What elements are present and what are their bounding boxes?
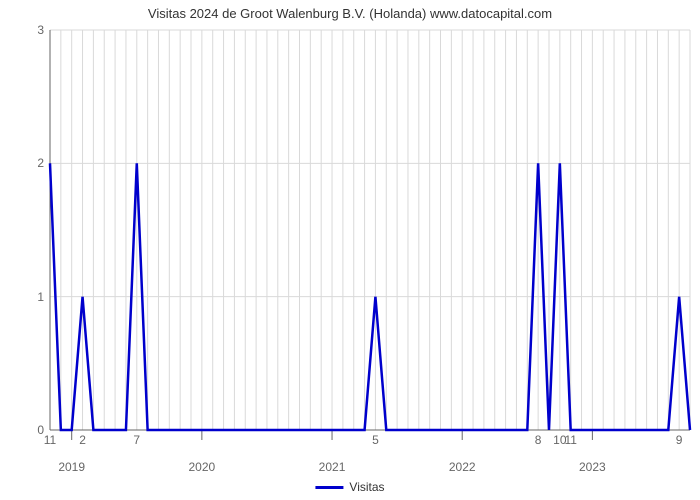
legend-label: Visitas [349, 480, 384, 494]
plot-svg [0, 0, 700, 500]
x-tick-year-label: 2023 [579, 460, 606, 474]
y-tick-label: 1 [37, 290, 44, 304]
y-tick-label: 2 [37, 156, 44, 170]
x-tick-month-label: 5 [372, 433, 379, 447]
x-tick-year-label: 2019 [58, 460, 85, 474]
y-tick-label: 3 [37, 23, 44, 37]
x-tick-month-label: 7 [133, 433, 140, 447]
year-tick-marks [72, 430, 593, 440]
x-tick-month-label: 11 [564, 433, 576, 447]
x-tick-year-label: 2020 [189, 460, 216, 474]
x-tick-year-label: 2022 [449, 460, 476, 474]
x-tick-month-label: 2 [79, 433, 86, 447]
x-tick-month-label: 9 [676, 433, 683, 447]
legend-swatch [315, 486, 343, 489]
x-tick-month-label: 11 [44, 433, 56, 447]
line-chart: Visitas 2024 de Groot Walenburg B.V. (Ho… [0, 0, 700, 500]
legend: Visitas [315, 480, 384, 494]
x-tick-month-label: 8 [535, 433, 542, 447]
x-tick-year-label: 2021 [319, 460, 346, 474]
